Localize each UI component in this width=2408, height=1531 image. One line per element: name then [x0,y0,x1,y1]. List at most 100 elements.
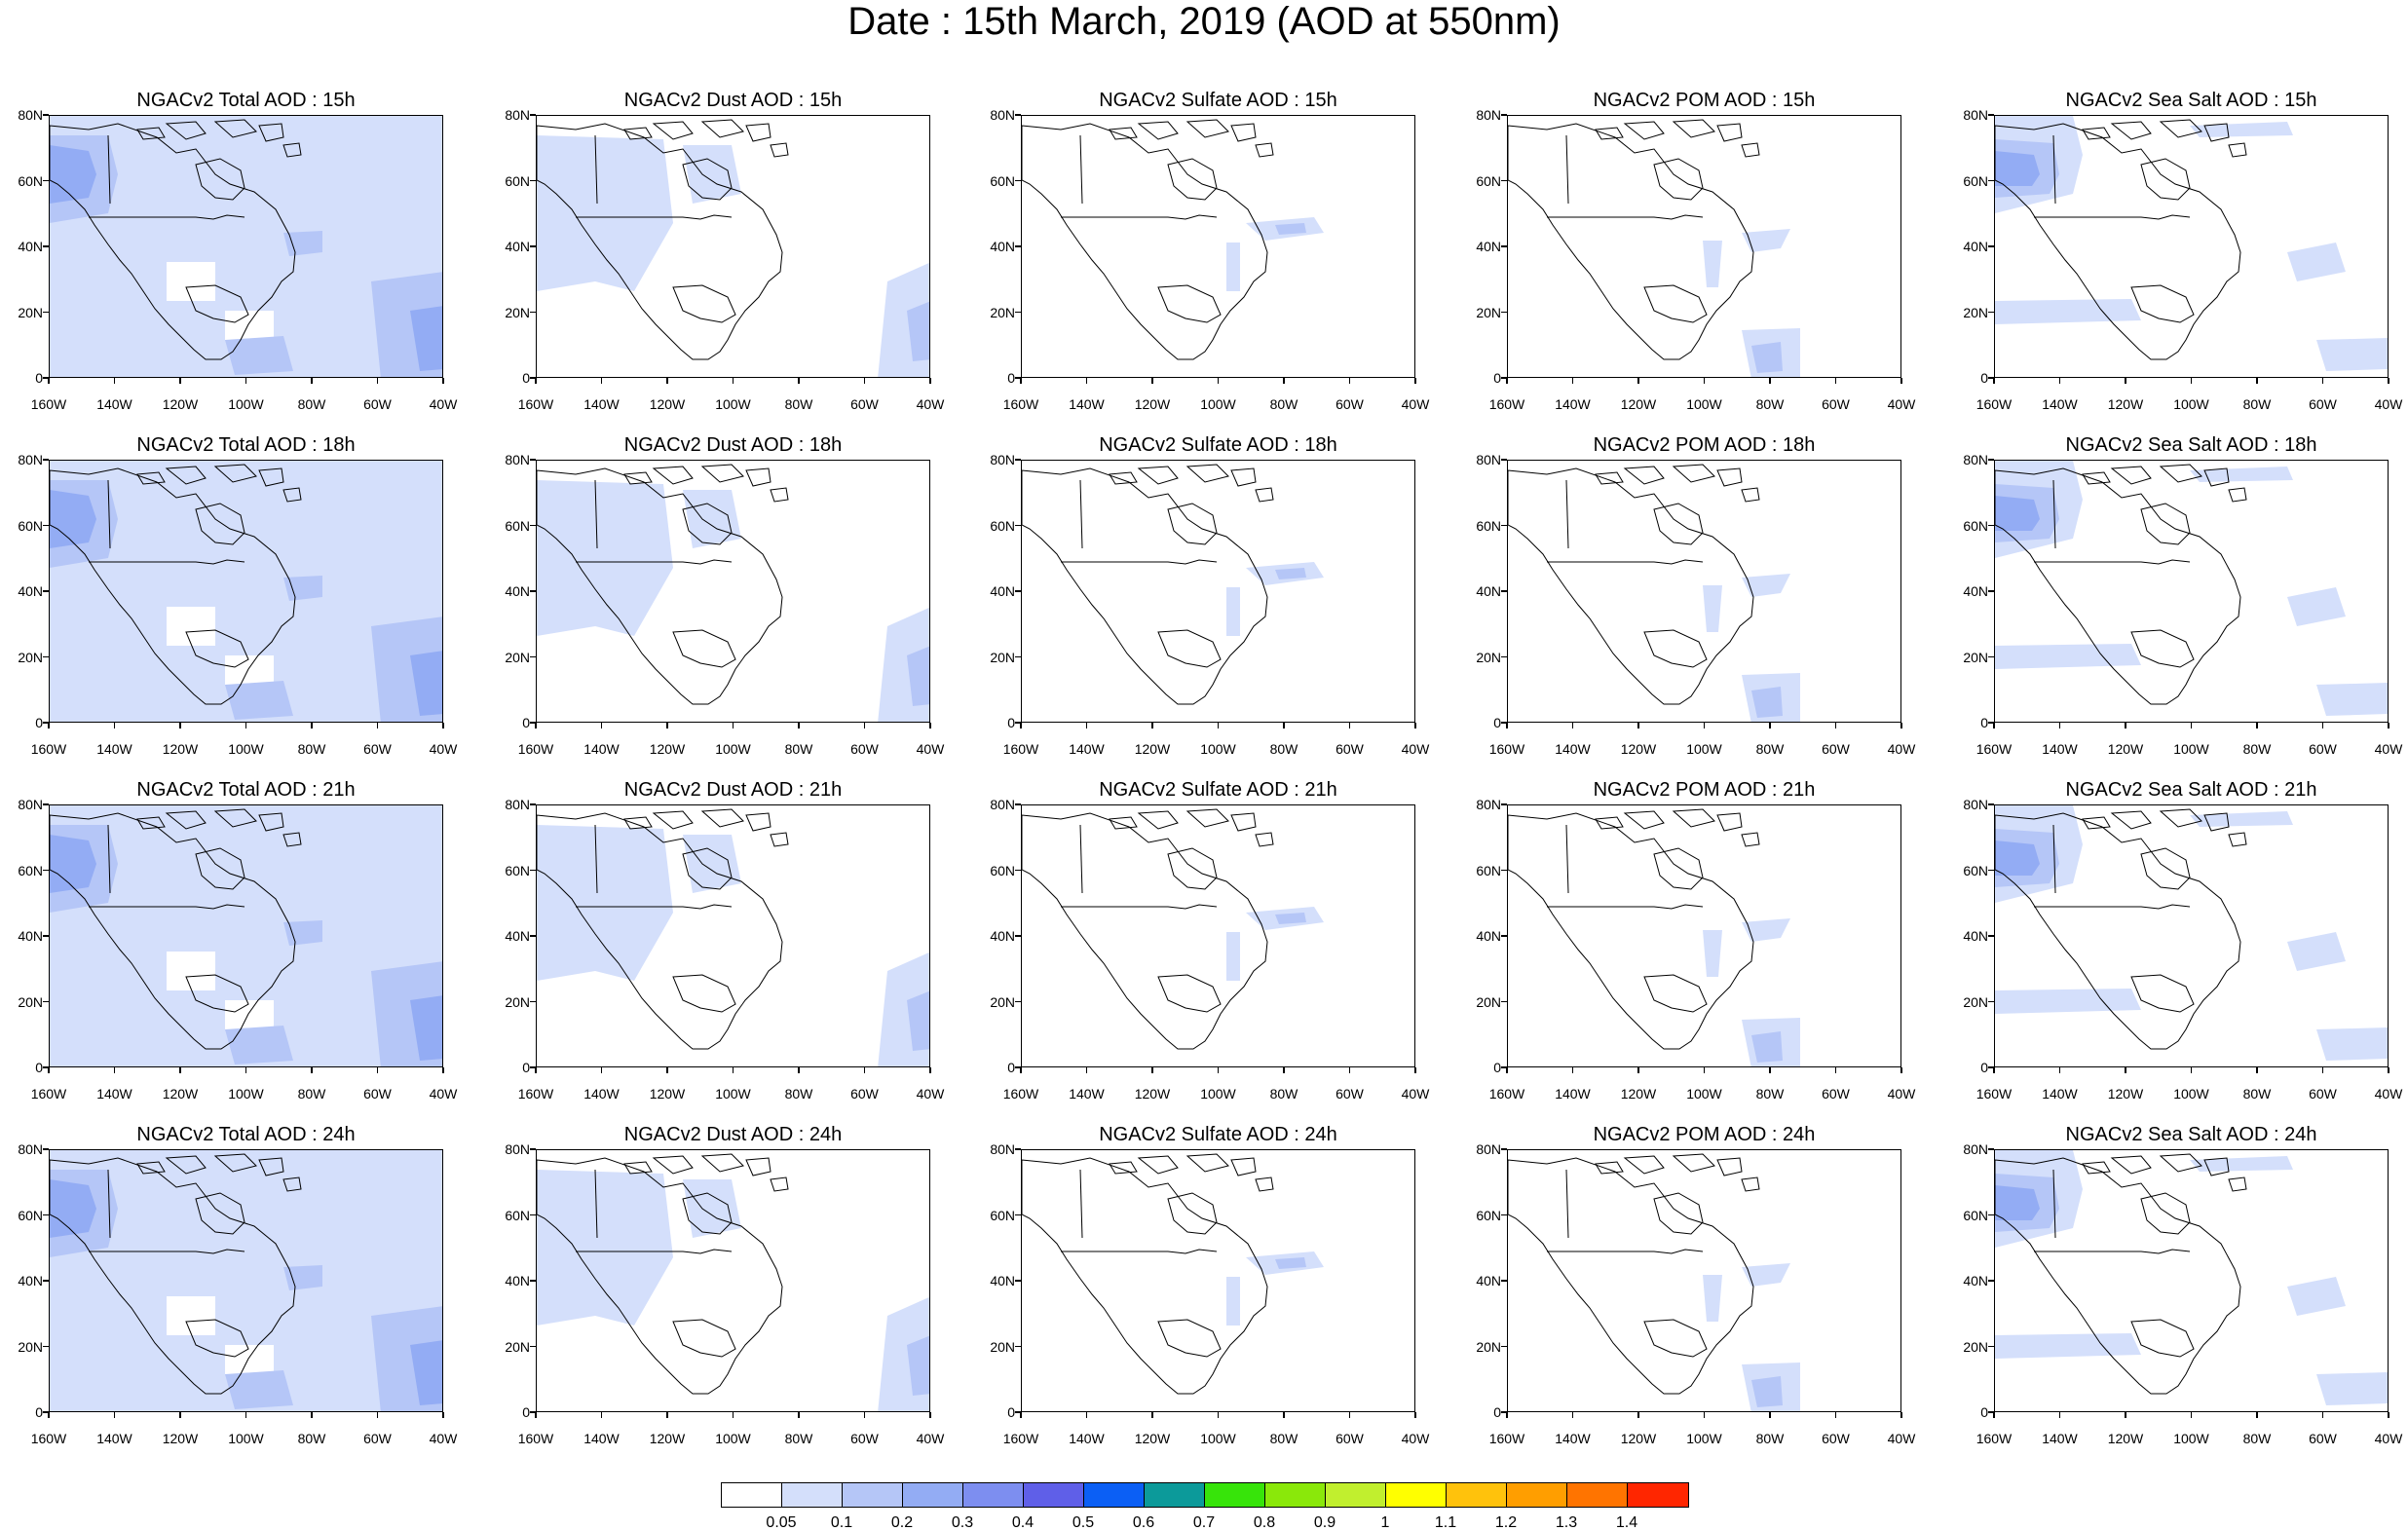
lon-tick-mark [1348,1412,1351,1418]
arctic-island [1109,127,1138,140]
lon-tick-mark [1283,723,1285,728]
country-border [1565,1169,1569,1239]
country-border [1061,559,1218,565]
lon-tick-mark [1414,1412,1416,1418]
arctic-island [770,832,789,847]
lat-tick-label: 60N [990,1207,1015,1223]
lon-tick-mark [2125,1067,2126,1073]
lon-tick-mark [1217,1067,1220,1073]
lon-tick-label: 80W [1755,396,1785,412]
aod-contour-region [50,461,442,722]
country-border [1565,824,1569,894]
lat-tick-mark [530,590,536,592]
lat-tick-label: 80N [18,107,43,123]
lon-tick-mark [376,378,379,384]
legend-swatch [963,1483,1024,1507]
lat-tick-mark [1501,311,1507,314]
hudson-bay-coast [2140,847,2191,890]
lon-tick-label: 80W [2242,741,2272,757]
coastline [50,123,296,360]
lat-tick-mark [1501,1066,1507,1068]
lon-tick-mark [2388,723,2389,728]
hudson-bay-coast [682,158,733,201]
lat-tick-label: 20N [1963,304,1988,320]
lon-tick-label: 140W [2042,1086,2078,1102]
lon-tick-mark [2388,1412,2389,1418]
lat-tick-mark [1988,1000,1994,1003]
aod-contour-region [50,490,96,548]
lon-tick-label: 120W [162,396,199,412]
lon-tick-label: 160W [1002,1086,1039,1102]
lat-tick-mark [530,1280,536,1282]
coastline [537,1157,783,1395]
lon-tick-label: 80W [784,1086,813,1102]
lat-tick-label: 20N [18,1338,43,1355]
lon-tick-label: 100W [2173,741,2209,757]
lon-tick-mark [2190,378,2193,384]
lon-tick-label: 40W [2374,1086,2403,1102]
lat-tick-mark [530,377,536,379]
lon-tick-label: 160W [1488,1431,1525,1446]
lon-tick-mark [1506,723,1508,728]
lon-tick-mark [1506,1412,1508,1418]
map-frame [1021,115,1415,378]
lon-tick-label: 40W [1401,741,1430,757]
lon-tick-mark [600,1412,603,1418]
country-border [2052,1169,2056,1239]
lon-tick-label: 60W [1336,396,1364,412]
lon-tick-label: 120W [1134,741,1171,757]
arctic-island [282,1176,302,1192]
aod-contour-region [1995,151,2040,186]
lon-tick-label: 60W [850,1431,879,1446]
lat-tick-label: 0 [1493,370,1501,386]
lon-tick-mark [245,1412,247,1418]
lon-tick-mark [1993,378,1995,384]
panel-title: NGACv2 Total AOD : 15h [136,90,356,111]
lon-tick-mark [2321,1412,2324,1418]
lon-tick-mark [311,1412,313,1418]
lat-tick-mark [1988,245,1994,247]
lon-tick-label: 40W [429,396,458,412]
lon-tick-mark [113,1412,116,1418]
aod-contour-region [907,301,929,361]
lat-tick-mark [1988,590,1994,592]
lat-tick-label: 80N [1476,1141,1501,1157]
map-panel: NGACv2 Sulfate AOD : 24h 80N 60N 40N 20N 0 160… [972,1124,1440,1445]
lat-tick-mark [1988,1411,1994,1413]
legend-swatch [843,1483,903,1507]
lat-tick-label: 60N [1476,517,1501,534]
lat-tick-mark [1988,1280,1994,1282]
arctic-island [1672,119,1715,138]
lat-tick-mark [1015,311,1021,314]
lat-tick-mark [530,869,536,872]
lat-tick-label: 80N [18,1141,43,1157]
coastline [1022,123,1268,360]
lon-tick-mark [600,723,603,728]
country-border [594,1169,598,1239]
arctic-island [1109,816,1138,830]
gulf-coast [672,1319,736,1358]
lon-tick-label: 80W [1269,396,1298,412]
lat-tick-label: 20N [990,1338,1015,1355]
country-border [2052,134,2056,205]
legend-label: 1.1 [1434,1514,1457,1531]
map-panel: NGACv2 Sulfate AOD : 15h 80N 60N 40N 20N 0 160… [972,90,1440,411]
lat-tick-label: 20N [1963,649,1988,665]
hudson-bay-coast [195,158,245,201]
hudson-bay-coast [2140,158,2191,201]
hudson-bay-coast [1653,158,1704,201]
lon-tick-mark [929,378,931,384]
legend-label: 0.9 [1313,1514,1336,1531]
coastline [50,1157,296,1395]
lat-tick-mark [1015,655,1021,658]
aod-contour-region [225,1026,293,1064]
arctic-island [136,816,166,830]
panel-title: NGACv2 POM AOD : 24h [1593,1124,1816,1145]
panel-title: NGACv2 Dust AOD : 15h [623,90,843,111]
lon-tick-label: 60W [850,396,879,412]
lat-tick-label: 60N [990,517,1015,534]
lat-tick-mark [1988,655,1994,658]
map-frame [49,804,443,1067]
lon-tick-mark [311,723,313,728]
country-border [576,1249,733,1254]
